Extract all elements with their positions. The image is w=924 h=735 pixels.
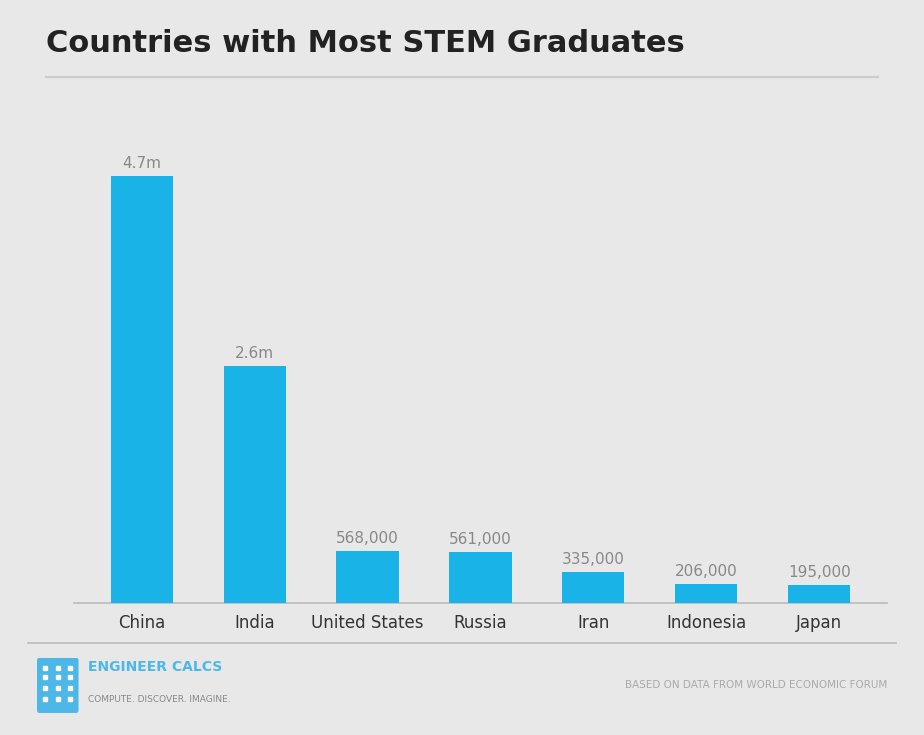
Bar (675, 584, 737, 603)
Text: ENGINEER CALCS: ENGINEER CALCS (88, 659, 222, 674)
Bar (336, 551, 398, 603)
Text: 2.6m: 2.6m (235, 346, 274, 362)
Text: 568,000: 568,000 (336, 531, 399, 546)
Text: 206,000: 206,000 (675, 564, 737, 579)
Text: 4.7m: 4.7m (122, 156, 161, 171)
Text: COMPUTE. DISCOVER. IMAGINE.: COMPUTE. DISCOVER. IMAGINE. (88, 695, 230, 704)
Text: BASED ON DATA FROM WORLD ECONOMIC FORUM: BASED ON DATA FROM WORLD ECONOMIC FORUM (625, 680, 887, 690)
Text: 195,000: 195,000 (788, 565, 851, 580)
Bar (788, 585, 850, 603)
FancyBboxPatch shape (37, 658, 79, 713)
Bar (449, 552, 512, 603)
Text: Countries with Most STEM Graduates: Countries with Most STEM Graduates (46, 29, 685, 58)
Bar (224, 367, 286, 603)
Text: 335,000: 335,000 (562, 552, 625, 567)
Text: 561,000: 561,000 (449, 531, 512, 547)
Bar (111, 176, 173, 603)
Bar (563, 573, 625, 603)
